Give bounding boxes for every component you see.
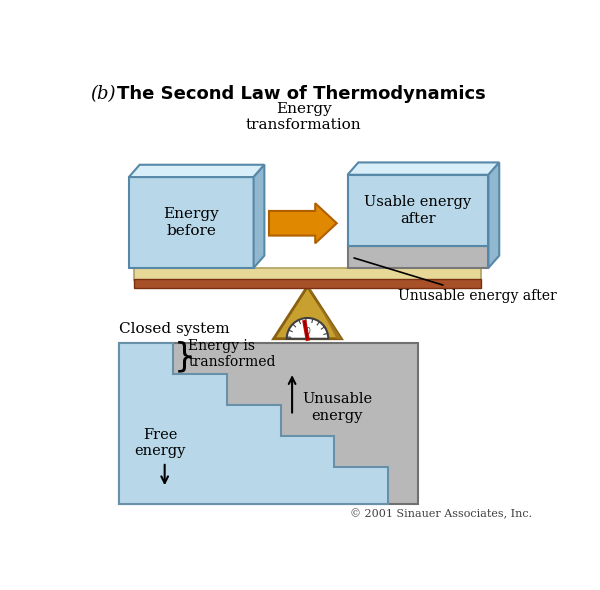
- Polygon shape: [254, 165, 265, 268]
- FancyBboxPatch shape: [347, 247, 488, 268]
- Polygon shape: [308, 286, 341, 339]
- Polygon shape: [488, 162, 499, 268]
- Text: (b): (b): [91, 84, 116, 103]
- Text: Usable energy
after: Usable energy after: [364, 195, 472, 225]
- Text: Energy
transformation: Energy transformation: [246, 101, 361, 132]
- Text: Energy
before: Energy before: [163, 208, 219, 238]
- Text: The Second Law of Thermodynamics: The Second Law of Thermodynamics: [116, 84, 485, 103]
- Text: © 2001 Sinauer Associates, Inc.: © 2001 Sinauer Associates, Inc.: [350, 509, 532, 519]
- Text: 0: 0: [305, 327, 310, 336]
- Polygon shape: [119, 343, 388, 503]
- FancyBboxPatch shape: [134, 280, 481, 288]
- FancyBboxPatch shape: [119, 343, 418, 503]
- Text: Energy is
transformed: Energy is transformed: [188, 339, 275, 369]
- Polygon shape: [274, 286, 341, 339]
- FancyBboxPatch shape: [134, 268, 481, 280]
- Polygon shape: [347, 162, 499, 175]
- FancyArrow shape: [269, 203, 337, 243]
- FancyBboxPatch shape: [347, 175, 488, 247]
- Text: Closed system: Closed system: [119, 322, 229, 336]
- Text: }: }: [174, 341, 196, 373]
- Polygon shape: [129, 165, 265, 177]
- Text: Unusable energy after: Unusable energy after: [354, 258, 557, 303]
- Text: Unusable
energy: Unusable energy: [302, 392, 372, 422]
- FancyBboxPatch shape: [129, 177, 254, 268]
- Text: Free
energy: Free energy: [134, 428, 185, 458]
- Wedge shape: [287, 318, 328, 339]
